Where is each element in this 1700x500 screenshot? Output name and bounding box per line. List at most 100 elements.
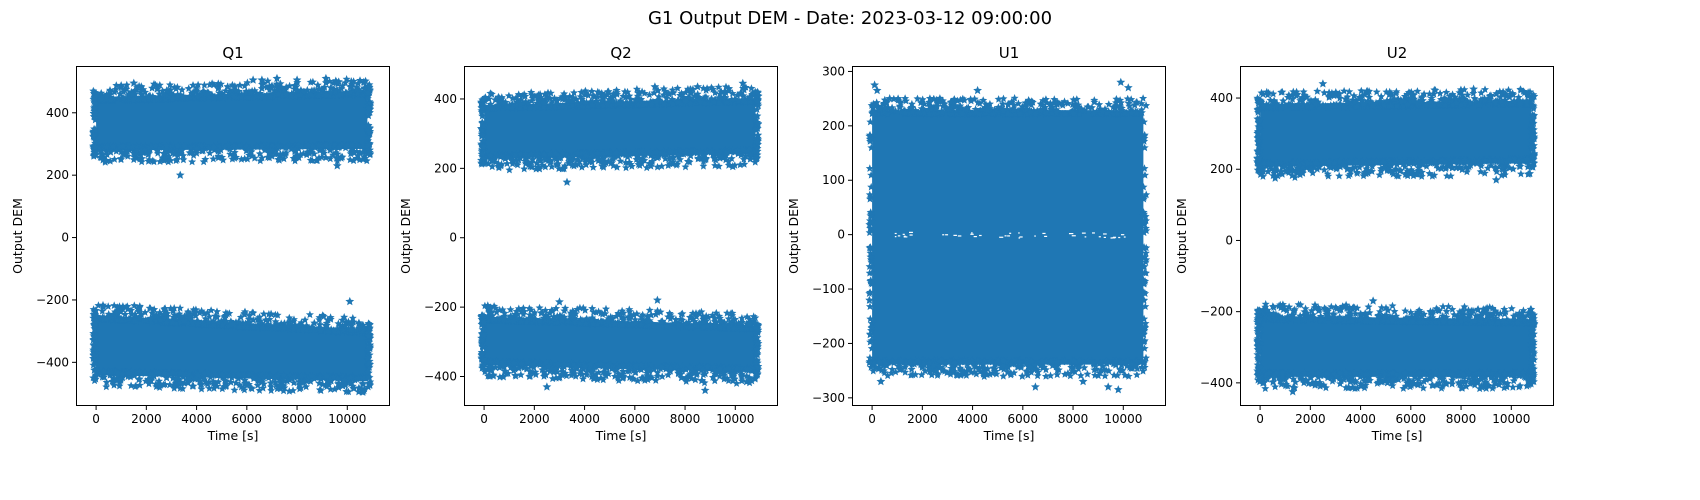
scatter-point bbox=[563, 316, 572, 325]
scatter-point bbox=[1046, 105, 1055, 113]
scatter-point bbox=[365, 320, 374, 328]
scatter-point bbox=[266, 145, 275, 154]
scatter-point bbox=[623, 152, 632, 161]
scatter-point bbox=[237, 93, 246, 101]
scatter-point bbox=[244, 370, 253, 379]
scatter-point bbox=[516, 150, 525, 158]
scatter-point bbox=[176, 384, 185, 392]
scatter-point bbox=[330, 326, 339, 335]
scatter-point bbox=[989, 363, 998, 372]
scatter-point bbox=[363, 367, 372, 376]
scatter-point bbox=[553, 312, 562, 320]
x-tick-label: 6000 bbox=[232, 412, 263, 426]
scatter-point bbox=[1340, 86, 1349, 95]
scatter-point bbox=[1139, 194, 1148, 203]
scatter-point bbox=[1104, 100, 1113, 108]
scatter-point bbox=[622, 163, 630, 172]
scatter-point bbox=[205, 80, 214, 89]
scatter-point bbox=[361, 76, 370, 85]
scatter-point bbox=[508, 155, 516, 164]
scatter-point bbox=[1112, 360, 1120, 369]
scatter-point bbox=[714, 93, 723, 102]
scatter-point bbox=[612, 312, 621, 320]
scatter-point bbox=[971, 105, 980, 113]
scatter-point bbox=[867, 363, 875, 371]
scatter-point bbox=[510, 317, 518, 325]
scatter-point bbox=[494, 162, 503, 170]
scatter-point bbox=[344, 387, 353, 396]
scatter-point bbox=[276, 149, 285, 158]
scatter-point bbox=[521, 157, 530, 165]
scatter-point bbox=[867, 336, 876, 345]
scatter-point bbox=[737, 324, 746, 333]
scatter-point bbox=[737, 376, 746, 385]
scatter-point bbox=[620, 87, 629, 96]
scatter-point bbox=[582, 160, 591, 169]
scatter-point bbox=[1042, 357, 1051, 365]
scatter-point bbox=[98, 307, 107, 315]
scatter-point bbox=[717, 317, 726, 326]
scatter-point bbox=[946, 370, 955, 378]
scatter-point bbox=[1058, 99, 1066, 108]
scatter-point bbox=[365, 148, 374, 156]
scatter-point bbox=[90, 324, 99, 333]
scatter-point bbox=[127, 381, 136, 390]
scatter-point bbox=[1132, 357, 1141, 365]
scatter-point bbox=[155, 312, 164, 321]
scatter-point bbox=[570, 88, 578, 97]
scatter-point bbox=[589, 308, 598, 316]
scatter-point bbox=[1022, 101, 1031, 109]
scatter-point bbox=[717, 87, 726, 95]
scatter-point bbox=[1039, 363, 1048, 372]
scatter-point bbox=[896, 99, 905, 107]
scatter-point bbox=[1022, 359, 1031, 368]
scatter-point bbox=[364, 382, 373, 391]
scatter-point bbox=[488, 162, 497, 171]
scatter-point bbox=[133, 304, 142, 313]
scatter-point bbox=[626, 95, 635, 103]
scatter-point bbox=[740, 160, 749, 168]
scatter-point bbox=[754, 339, 763, 347]
scatter-point bbox=[752, 154, 761, 162]
scatter-point bbox=[700, 378, 709, 387]
scatter-point bbox=[589, 91, 598, 100]
scatter-point bbox=[153, 146, 162, 155]
scatter-point bbox=[601, 367, 610, 376]
outlier-point bbox=[872, 85, 882, 95]
scatter-point bbox=[557, 316, 566, 324]
scatter-point bbox=[215, 88, 224, 97]
scatter-point bbox=[315, 91, 323, 100]
scatter-point bbox=[346, 325, 355, 334]
scatter-point bbox=[571, 372, 580, 380]
scatter-point bbox=[489, 371, 498, 380]
x-tick-label: 10000 bbox=[328, 412, 366, 426]
scatter-point bbox=[95, 91, 103, 100]
gap-speck bbox=[1068, 233, 1074, 235]
scatter-point bbox=[365, 324, 374, 332]
scatter-point bbox=[187, 148, 196, 157]
scatter-point bbox=[325, 326, 334, 335]
scatter-point bbox=[753, 97, 762, 105]
scatter-point bbox=[587, 368, 596, 376]
figure-title: G1 Output DEM - Date: 2023-03-12 09:00:0… bbox=[648, 8, 1052, 29]
scatter-point bbox=[999, 356, 1008, 365]
scatter-point bbox=[1142, 243, 1151, 252]
scatter-point bbox=[515, 103, 524, 112]
x-axis-label: Time [s] bbox=[207, 428, 259, 443]
scatter-point bbox=[867, 279, 876, 287]
scatter-point bbox=[315, 153, 323, 162]
scatter-point bbox=[265, 85, 274, 94]
scatter-point bbox=[234, 87, 243, 95]
scatter-point bbox=[280, 383, 289, 392]
scatter-point bbox=[292, 153, 301, 161]
scatter-point bbox=[734, 149, 743, 158]
scatter-point bbox=[625, 305, 634, 313]
scatter-point bbox=[901, 108, 910, 117]
scatter-point bbox=[218, 370, 227, 379]
scatter-point bbox=[225, 371, 234, 380]
scatter-point bbox=[668, 85, 677, 94]
scatter-point bbox=[1141, 302, 1150, 310]
scatter-point bbox=[737, 318, 746, 326]
scatter-point bbox=[614, 152, 623, 160]
scatter-point bbox=[513, 310, 522, 318]
